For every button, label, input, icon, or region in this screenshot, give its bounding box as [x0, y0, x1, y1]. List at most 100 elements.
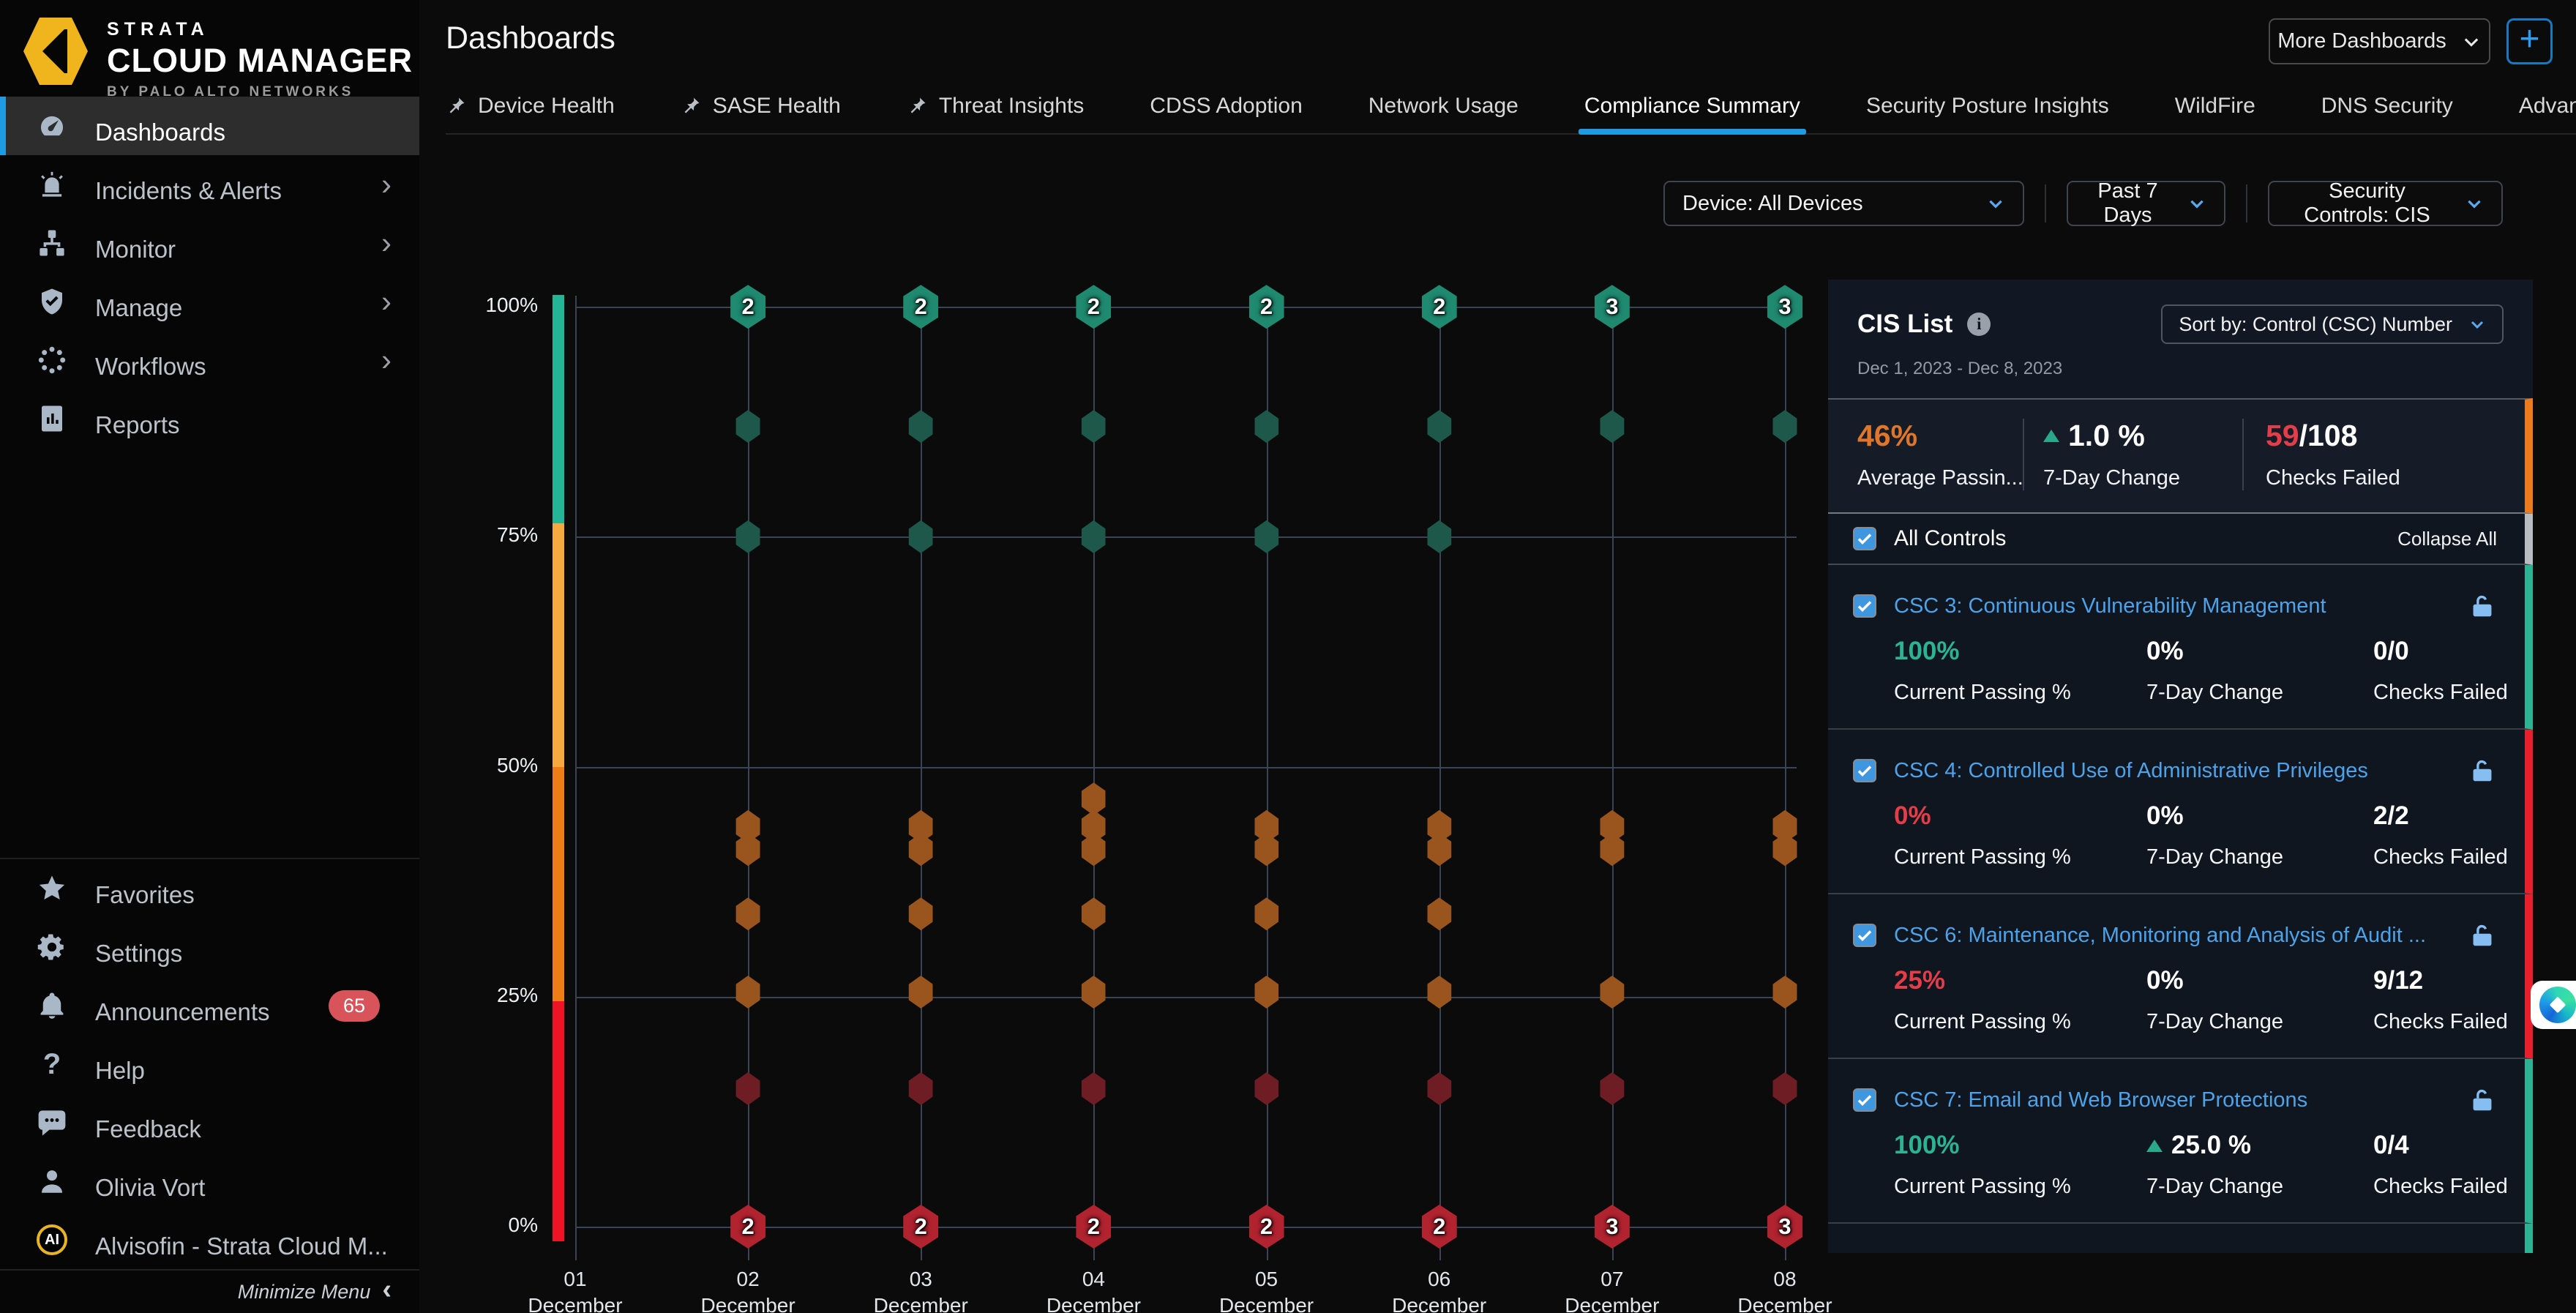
tab-security-posture-insights[interactable]: Security Posture Insights [1866, 79, 2109, 133]
sidebar-item-announcements[interactable]: Announcements 65 [0, 976, 419, 1035]
compliance-hexagon-marker: 2 [1248, 285, 1284, 329]
compliance-hexagon-marker [1600, 976, 1625, 1009]
compliance-hexagon-marker [1254, 897, 1279, 931]
trend-up-icon [2146, 1139, 2163, 1152]
compliance-hexagon-marker [735, 833, 760, 867]
tab-threat-insights[interactable]: Threat Insights [907, 79, 1084, 133]
star-icon [37, 873, 67, 904]
control-stat-label: 7-Day Change [2146, 845, 2283, 869]
collapse-all-link[interactable]: Collapse All [2397, 527, 2497, 550]
control-title-link[interactable]: CSC 8: Malware Defenses [1894, 1253, 2144, 1254]
chart-horizontal-gridline [575, 307, 1797, 309]
sidebar-nav-top: Dashboards Incidents & Alerts › Monitor › Man… [0, 97, 419, 448]
unlock-icon[interactable] [2469, 593, 2496, 619]
sidebar-item-dashboards[interactable]: Dashboards [0, 97, 419, 155]
sidebar-item-monitor[interactable]: Monitor › [0, 214, 419, 272]
tab-label: CDSS Adoption [1150, 94, 1303, 118]
y-axis-tick-label: 100% [485, 293, 538, 317]
tab-wildfire[interactable]: WildFire [2175, 79, 2255, 133]
sidebar: STRATA CLOUD MANAGER BY PALO ALTO NETWOR… [0, 0, 419, 1313]
control-checkbox[interactable] [1853, 924, 1876, 947]
compliance-hexagon-marker [1081, 833, 1106, 867]
marker-count-label: 2 [914, 293, 927, 320]
compliance-hexagon-marker: 3 [1594, 1205, 1630, 1249]
compliance-hexagon-marker: 2 [903, 285, 939, 329]
question-icon: ? [42, 1047, 61, 1080]
tab-compliance-summary[interactable]: Compliance Summary [1578, 79, 1807, 135]
control-checkbox[interactable] [1853, 594, 1876, 618]
x-axis-tick-label: 08 December [1737, 1268, 1832, 1313]
marker-count-label: 2 [1087, 293, 1101, 320]
unlock-icon[interactable] [2469, 758, 2496, 784]
sidebar-item-workflows[interactable]: Workflows › [0, 331, 419, 389]
control-stat-label: Checks Failed [2373, 845, 2508, 869]
tab-label: SASE Health [712, 94, 841, 118]
control-title-link[interactable]: CSC 7: Email and Web Browser Protections [1894, 1088, 2308, 1112]
info-icon[interactable]: i [1967, 313, 1991, 336]
all-controls-checkbox[interactable] [1853, 527, 1876, 550]
compliance-hexagon-marker [735, 1071, 760, 1105]
tab-label: WildFire [2174, 94, 2255, 118]
ai-icon: AI [37, 1224, 67, 1255]
more-dashboards-button[interactable]: More Dashboards [2269, 18, 2490, 64]
tab-device-health[interactable]: Device Health [446, 79, 615, 133]
tab-advanced-url-filte[interactable]: Advanced URL Filte [2519, 79, 2576, 133]
filter-label: Past 7 Days [2097, 179, 2158, 227]
assistant-button[interactable] [2531, 981, 2576, 1029]
control-checkbox[interactable] [1853, 759, 1876, 782]
sidebar-item-help[interactable]: ? Help [0, 1035, 419, 1093]
main-content: Dashboards More Dashboards + Device Heal… [419, 0, 2576, 1313]
sort-dropdown[interactable]: Sort by: Control (CSC) Number [2161, 304, 2504, 344]
brand-line2: CLOUD MANAGER [107, 42, 413, 79]
sidebar-item-feedback[interactable]: Feedback [0, 1093, 419, 1152]
compliance-hexagon-marker: 2 [1421, 1205, 1457, 1249]
sidebar-item-alvisofin-strata-cloud-m[interactable]: AI Alvisofin - Strata Cloud M... [0, 1211, 419, 1269]
workflow-icon [37, 345, 67, 375]
sidebar-item-label: Help [95, 1057, 145, 1084]
compliance-hexagon-marker [1600, 833, 1625, 867]
sidebar-item-settings[interactable]: Settings [0, 918, 419, 976]
control-card-csc-4: CSC 4: Controlled Use of Administrative … [1828, 730, 2533, 894]
compliance-hexagon-marker [1600, 410, 1625, 444]
control-stat-label: Checks Failed [2373, 1175, 2508, 1198]
control-title-link[interactable]: CSC 3: Continuous Vulnerability Manageme… [1894, 594, 2326, 618]
sidebar-item-manage[interactable]: Manage › [0, 272, 419, 331]
tab-cdss-adoption[interactable]: CDSS Adoption [1150, 79, 1302, 133]
brand-line1: STRATA [107, 19, 209, 40]
control-title-link[interactable]: CSC 4: Controlled Use of Administrative … [1894, 758, 2368, 782]
filter-dropdown-past-7-days[interactable]: Past 7 Days [2067, 179, 2225, 227]
sidebar-item-reports[interactable]: Reports [0, 389, 419, 448]
compliance-hexagon-marker [1600, 809, 1625, 843]
unlock-icon[interactable] [2469, 922, 2496, 949]
control-title-link[interactable]: CSC 6: Maintenance, Monitoring and Analy… [1894, 923, 2427, 947]
sidebar-item-olivia-vort[interactable]: Olivia Vort [0, 1152, 419, 1211]
control-change-value: 0% [2146, 966, 2184, 995]
chevron-down-icon [2471, 321, 2484, 329]
tab-label: Compliance Summary [1584, 94, 1800, 118]
filter-dropdown-security-controls[interactable]: Security Controls: CIS [2268, 179, 2503, 227]
add-dashboard-button[interactable]: + [2506, 18, 2553, 64]
chevron-down-icon [2464, 37, 2478, 47]
filter-dropdown-device[interactable]: Device: All Devices [1663, 181, 2024, 226]
sidebar-nav-bottom: Favorites Settings Announcements 65? Help Fee… [0, 859, 419, 1269]
control-checkbox[interactable] [1853, 1088, 1876, 1112]
compliance-hexagon-marker [1772, 833, 1797, 867]
control-stat-label: 7-Day Change [2146, 1010, 2283, 1033]
tab-network-usage[interactable]: Network Usage [1368, 79, 1519, 133]
compliance-hexagon-marker [908, 976, 933, 1009]
minimize-menu-button[interactable]: Minimize Menu ‹ [237, 1274, 392, 1305]
x-axis-tick-label: 01 December [528, 1268, 623, 1313]
sidebar-item-label: Settings [95, 940, 183, 967]
unlock-icon[interactable] [2469, 1087, 2496, 1113]
x-axis-tick-label: 05 December [1218, 1268, 1314, 1313]
tab-dns-security[interactable]: DNS Security [2321, 79, 2453, 133]
strata-logo-icon [23, 18, 88, 85]
control-passing-value: 100% [1894, 1131, 1960, 1159]
date-range: Dec 1, 2023 - Dec 8, 2023 [1857, 359, 2063, 378]
sidebar-item-incidents-alerts[interactable]: Incidents & Alerts › [0, 155, 419, 214]
compliance-hexagon-marker [735, 520, 760, 553]
tab-sase-health[interactable]: SASE Health [681, 79, 841, 133]
sidebar-item-favorites[interactable]: Favorites [0, 859, 419, 918]
unlock-icon[interactable] [2469, 1252, 2496, 1253]
filter-bar: Device: All Devices Past 7 Days Security C… [1663, 179, 2503, 227]
